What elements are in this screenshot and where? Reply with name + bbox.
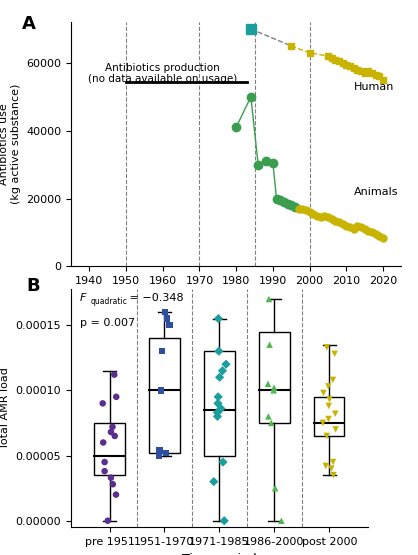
Point [265, 412, 272, 421]
Point [219, 366, 226, 375]
Text: p = 0.007: p = 0.007 [80, 319, 135, 329]
Point [265, 380, 271, 388]
Point [101, 458, 108, 467]
Point [219, 458, 226, 467]
Point [325, 382, 331, 391]
Point [278, 516, 285, 525]
Point [163, 448, 169, 457]
Point [159, 347, 166, 356]
Point [156, 446, 163, 455]
Text: A: A [22, 15, 36, 33]
Text: = −0.348: = −0.348 [126, 294, 184, 304]
Point [322, 462, 329, 471]
Bar [94, 423, 125, 475]
Point [104, 516, 111, 525]
Text: Human: Human [354, 82, 394, 92]
Point [109, 422, 116, 431]
Point [330, 458, 336, 467]
Point [268, 418, 275, 427]
Bar [149, 338, 180, 453]
Point [223, 360, 229, 369]
Point [216, 347, 222, 356]
Point [325, 401, 332, 410]
Point [163, 314, 170, 323]
Text: B: B [27, 277, 40, 295]
Text: Animals: Animals [354, 187, 398, 197]
Point [107, 473, 114, 482]
Point [325, 415, 332, 423]
Point [210, 477, 217, 486]
Point [218, 404, 224, 413]
Point [330, 471, 337, 480]
Point [265, 295, 272, 304]
Point [329, 375, 336, 384]
X-axis label: Year: Year [223, 292, 250, 305]
Bar [204, 351, 234, 456]
Point [326, 395, 333, 404]
Point [320, 388, 327, 397]
Point [266, 340, 273, 349]
Point [332, 425, 339, 434]
Text: F: F [80, 294, 87, 304]
Point [328, 464, 335, 473]
Point [215, 314, 222, 323]
Point [158, 386, 164, 395]
Bar [314, 397, 344, 436]
Y-axis label: Total AMR load: Total AMR load [0, 367, 10, 449]
Point [166, 321, 173, 330]
Point [324, 432, 330, 441]
Point [113, 392, 120, 401]
Point [101, 467, 108, 476]
Point [155, 451, 162, 460]
Point [324, 343, 330, 352]
Text: Antibiotics production
(no data available on usage): Antibiotics production (no data availabl… [88, 63, 237, 84]
Point [215, 392, 222, 401]
Text: quadratic: quadratic [90, 297, 127, 306]
Point [319, 418, 326, 427]
Point [331, 349, 338, 358]
Bar [259, 332, 290, 423]
Point [112, 432, 118, 441]
Point [107, 427, 114, 436]
Point [112, 490, 119, 499]
Point [214, 399, 221, 408]
Point [332, 410, 339, 418]
Point [99, 399, 106, 408]
X-axis label: Time period: Time period [182, 553, 257, 555]
Point [271, 384, 278, 392]
Point [162, 307, 168, 316]
Point [214, 408, 221, 417]
Point [270, 386, 277, 395]
Point [111, 370, 117, 379]
Point [110, 480, 116, 488]
Point [272, 484, 278, 493]
Point [100, 438, 107, 447]
Point [214, 412, 221, 421]
Point [216, 373, 223, 382]
Y-axis label: Antibiotics use
(kg active substance): Antibiotics use (kg active substance) [0, 84, 20, 204]
Point [221, 516, 227, 525]
